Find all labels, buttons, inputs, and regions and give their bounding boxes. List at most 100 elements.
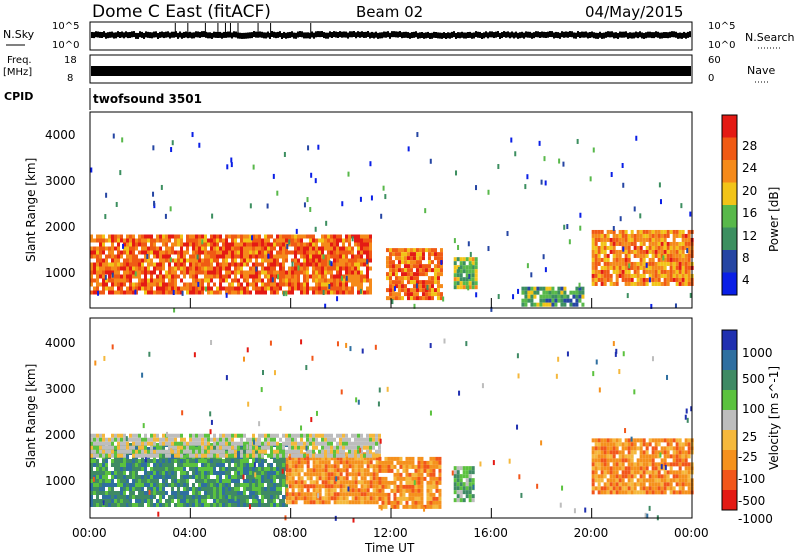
nsky-sample — [227, 31, 229, 38]
heatmap-cell — [336, 472, 340, 477]
heatmap-cell — [420, 492, 424, 497]
heatmap-cell — [258, 453, 261, 458]
heatmap-cell — [409, 264, 413, 269]
heatmap-cell — [111, 503, 114, 507]
heatmap-cell — [657, 253, 661, 258]
heatmap-cell — [333, 258, 336, 263]
heatmap-cell — [195, 499, 198, 503]
heatmap-cell — [615, 442, 619, 447]
heatmap-cell — [312, 278, 315, 283]
heatmap-cell — [423, 460, 427, 465]
heatmap-echo — [276, 274, 279, 280]
heatmap-cell — [369, 286, 372, 291]
heatmap-cell — [237, 286, 240, 291]
heatmap-cell — [360, 254, 363, 259]
heatmap-cell — [192, 234, 195, 239]
heatmap-cell — [246, 278, 249, 283]
heatmap-cell — [378, 449, 381, 454]
heatmap-cell — [393, 480, 397, 485]
heatmap-cell — [627, 478, 631, 483]
heatmap-cell — [231, 246, 234, 251]
heatmap-cell — [270, 483, 273, 487]
heatmap-cell — [372, 441, 375, 446]
heatmap-cell — [657, 281, 661, 286]
nsky-sample — [131, 31, 133, 38]
heatmap-cell — [177, 449, 180, 454]
heatmap-cell — [360, 496, 364, 501]
heatmap-cell — [174, 445, 177, 450]
heatmap-cell — [372, 437, 375, 442]
heatmap-cell — [204, 445, 207, 450]
nsky-sample — [545, 32, 547, 39]
heatmap-cell — [545, 290, 549, 295]
heatmap-cell — [162, 495, 165, 499]
heatmap-cell — [397, 292, 401, 297]
heatmap-cell — [675, 454, 679, 459]
heatmap-cell — [435, 460, 439, 465]
heatmap-cell — [342, 441, 345, 446]
heatmap-cell — [237, 487, 240, 491]
heatmap-cell — [243, 491, 246, 495]
heatmap-cell — [267, 487, 270, 491]
heatmap-cell — [648, 249, 652, 254]
heatmap-cell — [603, 486, 607, 491]
heatmap-echo — [286, 244, 289, 250]
heatmap-cell — [630, 265, 634, 270]
heatmap-cell — [315, 472, 319, 477]
heatmap-cell — [171, 290, 174, 295]
heatmap-cell — [153, 254, 156, 259]
heatmap-cell — [171, 441, 174, 446]
heatmap-cell — [231, 234, 234, 239]
nsky-sample — [641, 32, 643, 39]
heatmap-cell — [657, 462, 661, 467]
heatmap-cell — [180, 254, 183, 259]
heatmap-cell — [252, 433, 255, 438]
heatmap-cell — [90, 262, 93, 267]
nsky-sample — [201, 31, 203, 38]
heatmap-cell — [388, 296, 392, 301]
heatmap-cell — [129, 483, 132, 487]
heatmap-cell — [351, 500, 355, 505]
heatmap-echo — [686, 248, 689, 254]
heatmap-cell — [394, 276, 398, 281]
heatmap-cell — [315, 476, 319, 481]
heatmap-cell — [249, 449, 252, 454]
heatmap-cell — [533, 302, 537, 307]
heatmap-cell — [144, 441, 147, 446]
heatmap-cell — [312, 464, 316, 469]
heatmap-cell — [234, 479, 237, 483]
heatmap-cell — [333, 480, 337, 485]
heatmap-cell — [630, 474, 634, 479]
nsky-sample — [169, 32, 171, 39]
heatmap-cell — [192, 238, 195, 243]
heatmap-cell — [345, 270, 348, 275]
heatmap-cell — [195, 467, 198, 471]
heatmap-cell — [354, 254, 357, 259]
heatmap-cell — [249, 463, 252, 467]
heatmap-cell — [615, 257, 619, 262]
nsky-sample — [225, 31, 227, 38]
heatmap-cell — [168, 270, 171, 275]
heatmap-cell — [267, 491, 270, 495]
heatmap-cell — [153, 503, 156, 507]
heatmap-cell — [300, 453, 303, 458]
heatmap-cell — [330, 433, 333, 438]
heatmap-cell — [270, 274, 273, 279]
heatmap-cell — [327, 270, 330, 275]
nsky-sample — [485, 31, 487, 38]
heatmap-cell — [378, 437, 381, 442]
heatmap-cell — [327, 468, 331, 473]
heatmap-cell — [156, 266, 159, 271]
heatmap-cell — [234, 459, 237, 463]
heatmap-cell — [96, 437, 99, 442]
heatmap-cell — [147, 459, 150, 463]
heatmap-cell — [273, 266, 276, 271]
heatmap-echo — [169, 206, 172, 212]
heatmap-cell — [288, 437, 291, 442]
heatmap-cell — [600, 466, 604, 471]
heatmap-cell — [216, 483, 219, 487]
heatmap-cell — [642, 273, 646, 278]
heatmap-cell — [231, 254, 234, 259]
heatmap-cell — [681, 442, 685, 447]
heatmap-cell — [165, 467, 168, 471]
